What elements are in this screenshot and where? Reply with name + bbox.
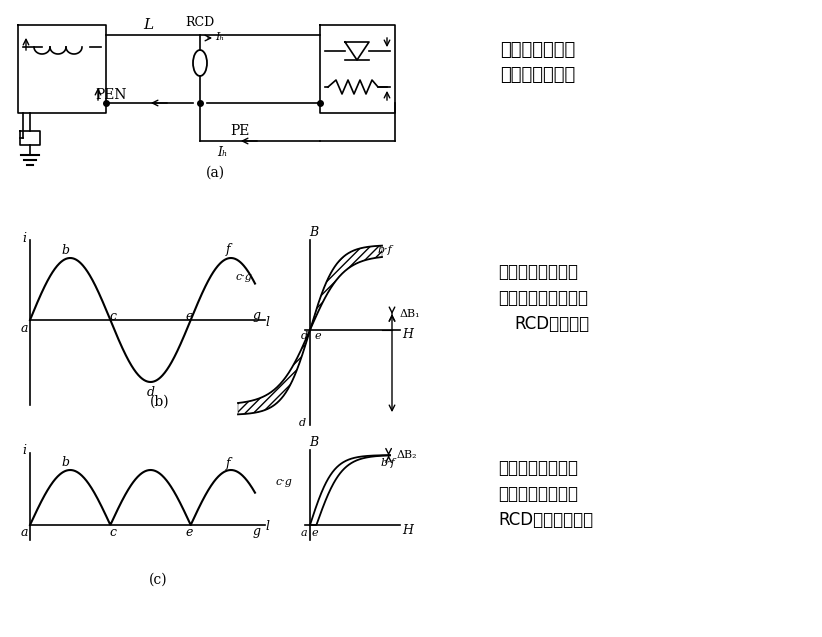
Text: g: g <box>253 310 261 322</box>
Text: PE: PE <box>230 124 250 138</box>
Text: b·f: b·f <box>378 245 393 255</box>
Text: a: a <box>21 322 28 334</box>
Text: e: e <box>185 310 192 322</box>
Text: f: f <box>225 457 230 469</box>
Text: d: d <box>300 331 307 341</box>
Text: (b): (b) <box>150 395 170 409</box>
Text: i: i <box>22 231 26 245</box>
Text: l: l <box>265 520 269 534</box>
Text: b: b <box>61 243 69 257</box>
Text: l: l <box>265 315 269 329</box>
Text: a: a <box>21 527 28 540</box>
Text: ΔB₁: ΔB₁ <box>399 309 420 319</box>
Text: Iₕ: Iₕ <box>217 147 227 159</box>
Text: b: b <box>61 457 69 469</box>
Text: H: H <box>403 329 413 341</box>
Text: i: i <box>22 443 26 457</box>
Text: f: f <box>225 243 230 257</box>
Text: e: e <box>312 528 318 538</box>
Text: d: d <box>298 418 306 428</box>
Text: c·g: c·g <box>236 272 253 282</box>
Text: (c): (c) <box>149 573 168 587</box>
Text: 回路内整流元件: 回路内整流元件 <box>500 41 575 59</box>
Text: a: a <box>301 528 307 538</box>
Text: c: c <box>110 310 117 322</box>
Text: 感器内感应电势大，: 感器内感应电势大， <box>498 289 588 307</box>
Text: c: c <box>110 526 117 538</box>
Text: e: e <box>315 331 321 341</box>
Text: 感器感应电势小，: 感器感应电势小， <box>498 485 578 503</box>
Text: (a): (a) <box>206 166 224 180</box>
Text: RCD能动作。: RCD能动作。 <box>514 315 589 333</box>
Text: RCD可能不动作。: RCD可能不动作。 <box>498 511 593 529</box>
Text: 无直流成份时，互: 无直流成份时，互 <box>498 263 578 281</box>
Text: H: H <box>403 524 413 536</box>
Text: B: B <box>309 436 319 450</box>
Text: L: L <box>143 18 153 32</box>
Text: b·f: b·f <box>381 458 395 468</box>
Text: ΔB₂: ΔB₂ <box>396 450 417 461</box>
Text: e: e <box>185 526 192 538</box>
Text: c·g: c·g <box>275 476 293 487</box>
Text: B: B <box>309 227 319 240</box>
Text: RCD: RCD <box>186 17 215 29</box>
Text: d: d <box>146 385 155 399</box>
Text: g: g <box>253 526 261 538</box>
Text: PEN: PEN <box>95 88 127 102</box>
Text: Iₕ: Iₕ <box>215 32 224 42</box>
Text: 产生直流成份。: 产生直流成份。 <box>500 66 575 84</box>
Text: 有直流成份时，互: 有直流成份时，互 <box>498 459 578 477</box>
